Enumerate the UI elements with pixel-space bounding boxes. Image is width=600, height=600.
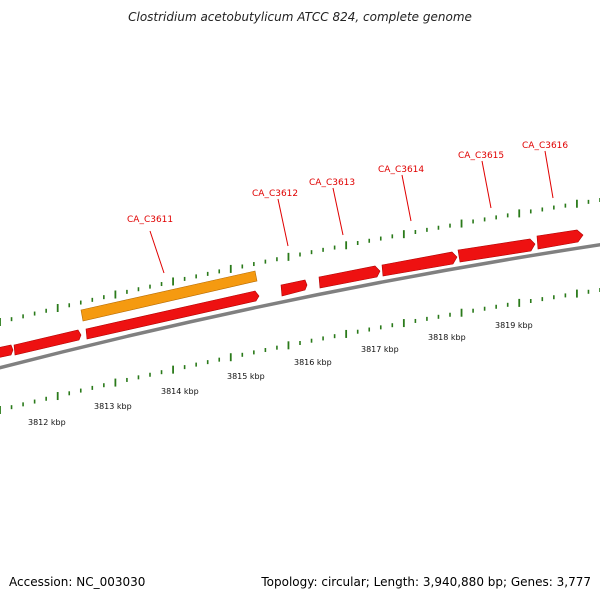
scale-label: 3814 kbp bbox=[161, 387, 199, 396]
scale-label: 3819 kbp bbox=[495, 321, 533, 330]
backbone-line bbox=[0, 242, 600, 370]
cds-feature[interactable] bbox=[13, 329, 82, 356]
connector-line bbox=[149, 230, 165, 274]
cds-feature[interactable] bbox=[318, 265, 381, 289]
cds-feature[interactable] bbox=[0, 344, 14, 358]
scale-labels: 3812 kbp 3813 kbp 3814 kbp 3815 kbp 3816… bbox=[28, 321, 533, 427]
connector-line bbox=[277, 198, 289, 247]
gene-labels: CA_C3611 CA_C3612 CA_C3613 CA_C3614 CA_C… bbox=[127, 141, 568, 225]
cds-feature[interactable] bbox=[280, 279, 308, 297]
cds-feature[interactable] bbox=[85, 290, 260, 340]
scale-label: 3813 kbp bbox=[94, 402, 132, 411]
cds-feature[interactable] bbox=[381, 251, 458, 277]
genome-stats-label: Topology: circular; Length: 3,940,880 bp… bbox=[261, 575, 591, 589]
connector-line bbox=[332, 187, 344, 236]
connector-line bbox=[544, 150, 554, 199]
gene-label: CA_C3615 bbox=[458, 151, 504, 161]
highlighted-feature[interactable] bbox=[80, 270, 258, 322]
gene-label: CA_C3611 bbox=[127, 215, 173, 225]
scale-label: 3812 kbp bbox=[28, 418, 66, 427]
gene-label: CA_C3614 bbox=[378, 165, 424, 175]
gene-label-connectors bbox=[149, 150, 554, 274]
scale-label: 3818 kbp bbox=[428, 333, 466, 342]
upper-tick-track bbox=[0, 198, 600, 326]
connector-line bbox=[481, 160, 492, 209]
gene-label: CA_C3616 bbox=[522, 141, 568, 151]
cds-track bbox=[0, 229, 584, 358]
scale-label: 3815 kbp bbox=[227, 372, 265, 381]
scale-label: 3817 kbp bbox=[361, 345, 399, 354]
gene-label: CA_C3612 bbox=[252, 189, 298, 199]
cds-feature[interactable] bbox=[536, 229, 584, 250]
cds-feature[interactable] bbox=[457, 238, 536, 263]
gene-label: CA_C3613 bbox=[309, 178, 355, 188]
connector-line bbox=[401, 174, 412, 222]
accession-label: Accession: NC_003030 bbox=[9, 575, 146, 589]
lower-tick-track bbox=[0, 288, 600, 414]
map-title: Clostridium acetobutylicum ATCC 824, com… bbox=[128, 10, 472, 24]
scale-label: 3816 kbp bbox=[294, 358, 332, 367]
